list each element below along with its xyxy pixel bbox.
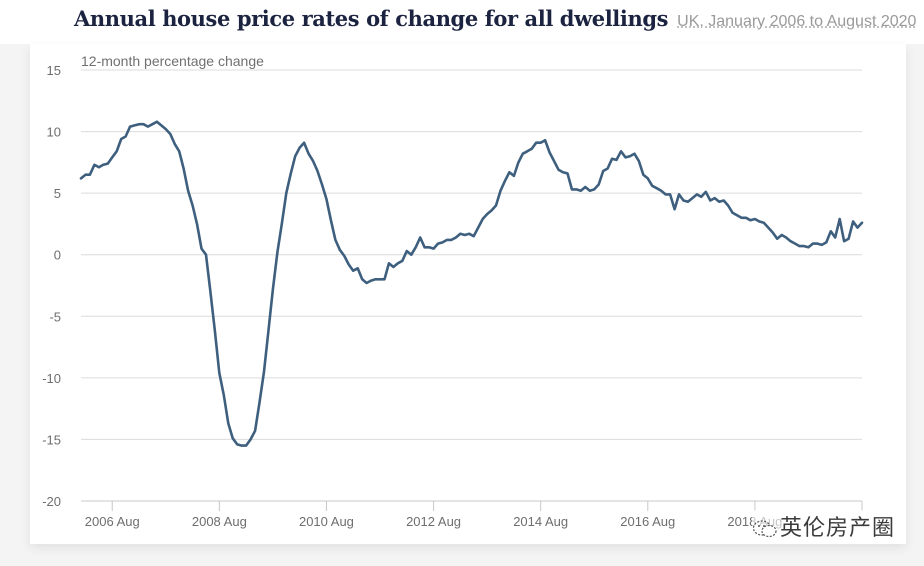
chart-title: Annual house price rates of change for a… <box>74 6 669 31</box>
title-row: Annual house price rates of change for a… <box>74 6 916 31</box>
chart-card <box>30 44 906 544</box>
chart-subtitle[interactable]: UK, January 2006 to August 2020 <box>677 13 917 30</box>
watermark: 英伦房产圈 <box>752 510 896 542</box>
x-tick-label: 2014 Aug <box>513 514 568 529</box>
y-tick-label: 0 <box>54 248 61 263</box>
watermark-text: 英伦房产圈 <box>780 516 896 541</box>
chart-header: Annual house price rates of change for a… <box>0 0 924 44</box>
x-tick-label: 2006 Aug <box>85 514 140 529</box>
y-axis-title: 12-month percentage change <box>81 53 264 69</box>
y-tick-label: -5 <box>49 309 61 324</box>
x-tick-label: 2008 Aug <box>192 514 247 529</box>
x-tick-label: 2010 Aug <box>299 514 354 529</box>
y-axis-tick-labels: 15 10 5 0 -5 -10 -15 -20 <box>42 63 61 509</box>
x-tick-label: 2016 Aug <box>620 514 675 529</box>
y-tick-label: 15 <box>47 63 61 78</box>
y-tick-label: -10 <box>42 371 61 386</box>
wechat-icon <box>752 519 778 539</box>
y-tick-label: -15 <box>42 432 61 447</box>
gridlines <box>81 69 862 502</box>
x-tick-label: 2012 Aug <box>406 514 461 529</box>
series-line-12-month-change <box>79 120 864 447</box>
y-tick-label: 10 <box>47 125 61 140</box>
y-tick-label: -20 <box>42 494 61 509</box>
series-layer <box>79 120 864 447</box>
y-tick-label: 5 <box>54 186 61 201</box>
x-axis: 2006 Aug 2008 Aug 2010 Aug 2012 Aug 2014 Aug… <box>85 501 863 529</box>
